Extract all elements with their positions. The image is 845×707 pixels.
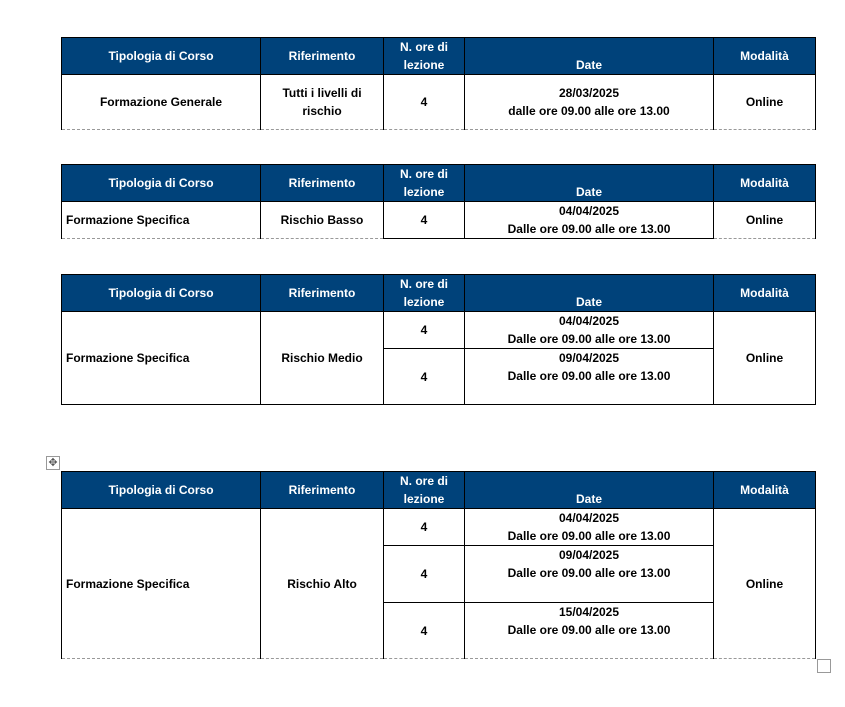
table-row: 4 09/04/2025 Dalle ore 09.00 alle ore 13.… bbox=[62, 545, 816, 603]
time-value: dalle ore 09.00 alle ore 13.00 bbox=[508, 104, 670, 118]
header-modalita: Modalità bbox=[713, 471, 816, 509]
header-date: Date bbox=[464, 37, 714, 75]
riferimento-cell[interactable]: Rischio Medio bbox=[260, 311, 384, 405]
date-cell[interactable]: 04/04/2025 Dalle ore 09.00 alle ore 13.00 bbox=[464, 508, 714, 546]
date-cell[interactable]: 15/04/2025 Dalle ore 09.00 alle ore 13.00 bbox=[464, 602, 714, 659]
table-row: Formazione Specifica Rischio Alto 4 04/0… bbox=[61, 508, 816, 659]
table-row: Formazione Specifica Rischio Basso 4 04/… bbox=[61, 201, 816, 239]
header-riferimento: Riferimento bbox=[260, 274, 384, 312]
header-tipologia: Tipologia di Corso bbox=[61, 37, 261, 75]
header-tipologia: Tipologia di Corso bbox=[61, 274, 261, 312]
header-date: Date bbox=[464, 471, 714, 509]
header-row: Tipologia di Corso Riferimento N. ore di… bbox=[61, 164, 816, 202]
riferimento-cell[interactable]: Tutti i livelli di rischio bbox=[260, 74, 384, 130]
course-table-alto: Tipologia di Corso Riferimento N. ore di… bbox=[61, 471, 816, 659]
header-modalita: Modalità bbox=[713, 164, 816, 202]
header-modalita: Modalità bbox=[713, 37, 816, 75]
header-date: Date bbox=[464, 164, 714, 202]
date-cell[interactable]: 09/04/2025 Dalle ore 09.00 alle ore 13.00 bbox=[464, 348, 714, 405]
date-value: 09/04/2025 bbox=[558, 351, 620, 365]
date-value: 15/04/2025 bbox=[558, 605, 620, 619]
header-modalita: Modalità bbox=[713, 274, 816, 312]
date-value: 09/04/2025 bbox=[558, 548, 620, 562]
table-row: Formazione Specifica Rischio Medio 4 04/… bbox=[61, 311, 816, 405]
course-table-basso: Tipologia di Corso Riferimento N. ore di… bbox=[61, 164, 816, 239]
course-table-generale: Tipologia di Corso Riferimento N. ore di… bbox=[61, 37, 816, 130]
header-ore: N. ore di lezione bbox=[383, 37, 465, 75]
modalita-cell[interactable]: Online bbox=[713, 74, 816, 130]
ore-cell[interactable]: 4 bbox=[383, 602, 465, 659]
header-date: Date bbox=[464, 274, 714, 312]
date-cell[interactable]: 04/04/2025 Dalle ore 09.00 alle ore 13.00 bbox=[464, 201, 714, 239]
date-cell[interactable]: 28/03/2025 dalle ore 09.00 alle ore 13.00 bbox=[464, 74, 714, 130]
time-value: Dalle ore 09.00 alle ore 13.00 bbox=[507, 332, 671, 346]
table-row: 4 09/04/2025 Dalle ore 09.00 alle ore 13.… bbox=[62, 348, 816, 405]
tipologia-cell[interactable]: Formazione Specifica bbox=[61, 311, 261, 405]
tipologia-cell[interactable]: Formazione Specifica bbox=[61, 201, 261, 239]
header-riferimento: Riferimento bbox=[260, 164, 384, 202]
time-value: Dalle ore 09.00 alle ore 13.00 bbox=[507, 369, 671, 383]
header-ore: N. ore di lezione bbox=[383, 164, 465, 202]
ore-cell[interactable]: 4 bbox=[383, 545, 465, 603]
date-cell[interactable]: 04/04/2025 Dalle ore 09.00 alle ore 13.00 bbox=[464, 311, 714, 349]
header-riferimento: Riferimento bbox=[260, 471, 384, 509]
ore-cell[interactable]: 4 bbox=[383, 508, 465, 546]
date-value: 04/04/2025 bbox=[558, 511, 620, 525]
course-table-medio: Tipologia di Corso Riferimento N. ore di… bbox=[61, 274, 816, 405]
time-value: Dalle ore 09.00 alle ore 13.00 bbox=[507, 222, 671, 236]
table-row: Formazione Generale Tutti i livelli di r… bbox=[61, 74, 816, 130]
tipologia-cell[interactable]: Formazione Generale bbox=[61, 74, 261, 130]
header-ore: N. ore di lezione bbox=[383, 471, 465, 509]
ore-cell[interactable]: 4 bbox=[383, 74, 465, 130]
header-ore: N. ore di lezione bbox=[383, 274, 465, 312]
header-row: Tipologia di Corso Riferimento N. ore di… bbox=[61, 274, 816, 312]
resize-icon[interactable] bbox=[817, 659, 831, 673]
header-row: Tipologia di Corso Riferimento N. ore di… bbox=[61, 471, 816, 509]
header-tipologia: Tipologia di Corso bbox=[61, 471, 261, 509]
time-value: Dalle ore 09.00 alle ore 13.00 bbox=[507, 566, 671, 580]
date-value: 04/04/2025 bbox=[558, 204, 620, 218]
modalita-cell[interactable]: Online bbox=[713, 311, 816, 405]
header-riferimento: Riferimento bbox=[260, 37, 384, 75]
tipologia-cell[interactable]: Formazione Specifica bbox=[61, 508, 261, 659]
modalita-cell[interactable]: Online bbox=[713, 508, 816, 659]
ore-cell[interactable]: 4 bbox=[383, 348, 465, 405]
header-tipologia: Tipologia di Corso bbox=[61, 164, 261, 202]
table-row: 4 15/04/2025 Dalle ore 09.00 alle ore 13.… bbox=[62, 602, 816, 659]
time-value: Dalle ore 09.00 alle ore 13.00 bbox=[507, 623, 671, 637]
time-value: Dalle ore 09.00 alle ore 13.00 bbox=[507, 529, 671, 543]
modalita-cell[interactable]: Online bbox=[713, 201, 816, 239]
header-row: Tipologia di Corso Riferimento N. ore di… bbox=[61, 37, 816, 75]
date-value: 04/04/2025 bbox=[558, 314, 620, 328]
ore-cell[interactable]: 4 bbox=[383, 311, 465, 349]
riferimento-cell[interactable]: Rischio Basso bbox=[260, 201, 384, 239]
date-value: 28/03/2025 bbox=[558, 86, 620, 100]
ore-cell[interactable]: 4 bbox=[383, 201, 465, 239]
riferimento-cell[interactable]: Rischio Alto bbox=[260, 508, 384, 659]
date-cell[interactable]: 09/04/2025 Dalle ore 09.00 alle ore 13.00 bbox=[464, 545, 714, 603]
move-icon[interactable]: ✥ bbox=[46, 456, 60, 470]
